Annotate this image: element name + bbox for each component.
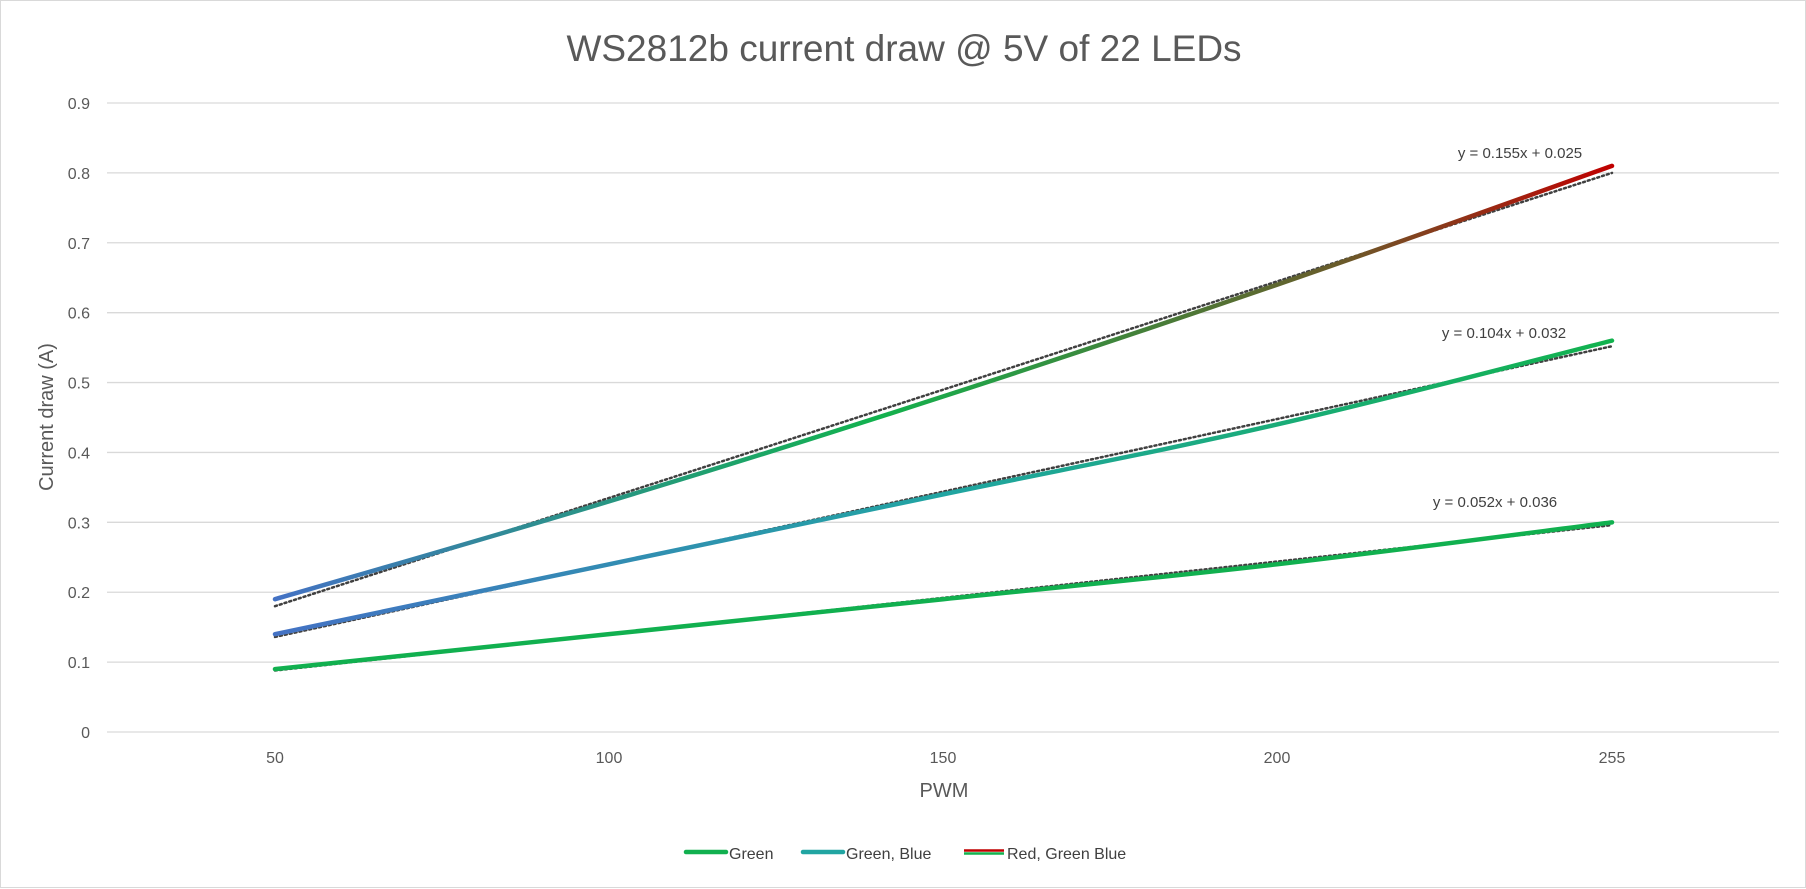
- trendline-equation-3: y = 0.155x + 0.025: [1458, 145, 1582, 162]
- x-axis-ticks: 50 100 150 200 255: [266, 750, 1625, 767]
- y-tick-label: 0: [81, 725, 90, 742]
- trendlines: [273, 171, 1614, 672]
- y-tick-label: 0.5: [68, 376, 90, 393]
- y-tick-label: 0.6: [68, 306, 90, 323]
- x-tick-label: 200: [1264, 750, 1291, 767]
- series-line-2: [272, 338, 1615, 637]
- legend: Green Green, Blue Red, Green Blue: [683, 846, 1126, 863]
- x-tick-label: 50: [266, 750, 284, 767]
- y-axis-ticks: 0 0.1 0.2 0.3 0.4 0.5 0.6 0.7 0.8 0.9: [68, 96, 90, 742]
- series-lines: [272, 163, 1615, 672]
- y-tick-label: 0.2: [68, 585, 90, 602]
- gridlines: [107, 102, 1779, 733]
- y-tick-label: 0.1: [68, 655, 90, 672]
- y-tick-label: 0.8: [68, 166, 90, 183]
- y-axis-title: Current draw (A): [36, 343, 58, 491]
- x-tick-label: 150: [930, 750, 957, 767]
- x-tick-label: 100: [596, 750, 623, 767]
- series-line-1: [272, 520, 1615, 672]
- y-tick-label: 0.4: [68, 445, 90, 462]
- legend-label: Red, Green Blue: [1007, 846, 1126, 863]
- legend-label: Green: [729, 846, 773, 863]
- y-tick-label: 0.9: [68, 96, 90, 113]
- y-tick-label: 0.3: [68, 515, 90, 532]
- legend-label: Green, Blue: [846, 846, 931, 863]
- trendline-equation-1: y = 0.052x + 0.036: [1433, 494, 1557, 511]
- y-tick-label: 0.7: [68, 236, 90, 253]
- trendline-equations: y = 0.052x + 0.036 y = 0.104x + 0.032 y = …: [1433, 145, 1582, 511]
- chart-title: WS2812b current draw @ 5V of 22 LEDs: [566, 28, 1241, 69]
- series-line-3: [272, 163, 1615, 602]
- trendline-equation-2: y = 0.104x + 0.032: [1442, 325, 1566, 342]
- x-axis-title: PWM: [920, 780, 969, 802]
- x-tick-label: 255: [1599, 750, 1626, 767]
